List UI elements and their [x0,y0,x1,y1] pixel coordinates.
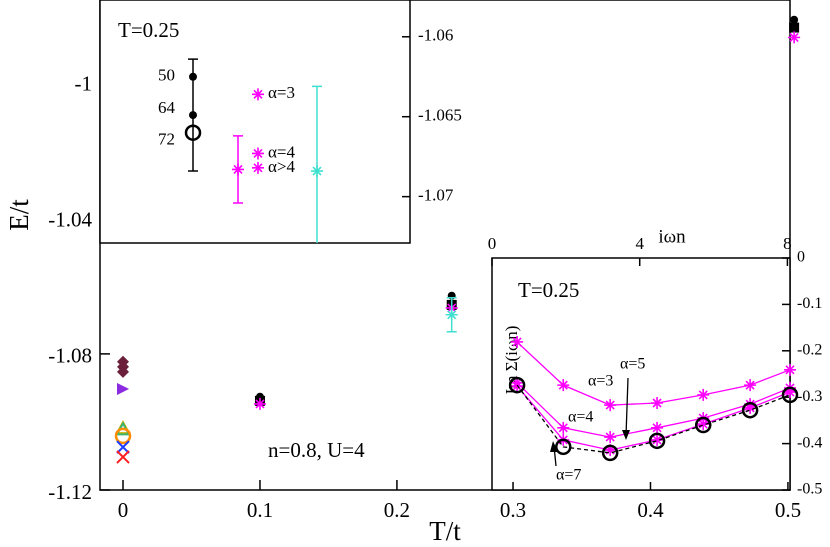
marker [232,163,244,176]
arrow-head [622,430,630,440]
x-axis-label: iωn [658,226,686,247]
marker [697,418,710,431]
marker [781,386,799,404]
marker [601,444,619,462]
point-label: α=3 [268,83,295,102]
x2-tick-label: 0.5 [775,498,801,522]
y-tick-label: -1.08 [48,344,92,368]
marker [784,363,796,376]
point-label: α>4 [268,157,295,176]
series-label: α=7 [556,467,581,484]
inset-title: T=0.25 [118,18,179,42]
arrow [625,377,629,437]
marker [184,124,202,141]
y-tick-label: -1.04 [48,208,92,232]
marker [604,431,617,444]
marker [511,335,524,348]
point-label: 50 [158,66,175,85]
y-tick-label: -1.12 [48,480,92,504]
marker [116,450,130,464]
marker [741,401,759,419]
x2-tick-label: 0.3 [500,498,526,522]
marker [697,388,710,401]
marker [557,379,570,392]
plot-frame [99,0,791,491]
marker [508,376,526,394]
marker [744,379,757,392]
x-axis-label: T/t [429,516,461,546]
marker [445,308,458,321]
point-label: 72 [158,130,175,149]
marker [604,399,617,412]
x-tick-label: 0.1 [247,498,273,522]
marker [189,111,197,120]
series-line [516,384,791,454]
marker [311,165,323,178]
marker [604,444,617,457]
inset-points [184,58,323,243]
marker [651,421,664,434]
series-label: α=4 [568,409,593,426]
marker [651,433,664,446]
inset-frame [491,257,791,491]
marker [252,88,264,101]
marker [117,382,130,395]
marker [252,161,264,174]
x-tick-label: 4 [635,234,644,253]
x-tick-label: 0 [488,234,497,253]
y-axis-label: E/t [4,199,34,231]
marker [117,365,130,378]
marker [789,22,800,33]
series-label: α=5 [620,356,645,373]
arrow-head [550,441,558,452]
y-tick-label: -0.2 [797,341,822,358]
marker [555,438,572,456]
marker [116,440,130,454]
x-tick-label: 0.2 [384,498,410,522]
point-label: α=4 [268,142,295,161]
y-tick-label: -0.3 [797,388,822,405]
marker [744,401,757,414]
y-tick-label: -1.07 [418,186,454,205]
y-tick-label: -0.1 [797,295,822,312]
marker [784,386,796,399]
marker [648,432,666,450]
marker [252,147,264,160]
x2-tick-label: 0.4 [637,498,664,522]
marker [788,31,801,44]
y-tick-label: -1 [75,71,93,95]
inset-frame [99,0,411,244]
x-tick-label: 0 [118,498,129,522]
y-tick-label: -0.4 [797,434,822,451]
marker [114,427,132,445]
inset-title: T=0.25 [518,278,579,302]
marker [651,397,664,409]
marker [790,15,799,24]
x-tick-label: 8 [783,234,792,253]
point-label: 64 [158,98,176,117]
y-tick-label: -0.5 [797,481,822,498]
y-tick-label: -1.06 [418,26,453,45]
series-label: α=3 [588,373,613,390]
marker [694,416,712,434]
y-tick-label: -1.065 [418,106,462,125]
marker [557,421,570,434]
marker [253,397,266,410]
annotation: n=0.8, U=4 [268,438,365,462]
y-tick-label: 0 [797,249,805,266]
